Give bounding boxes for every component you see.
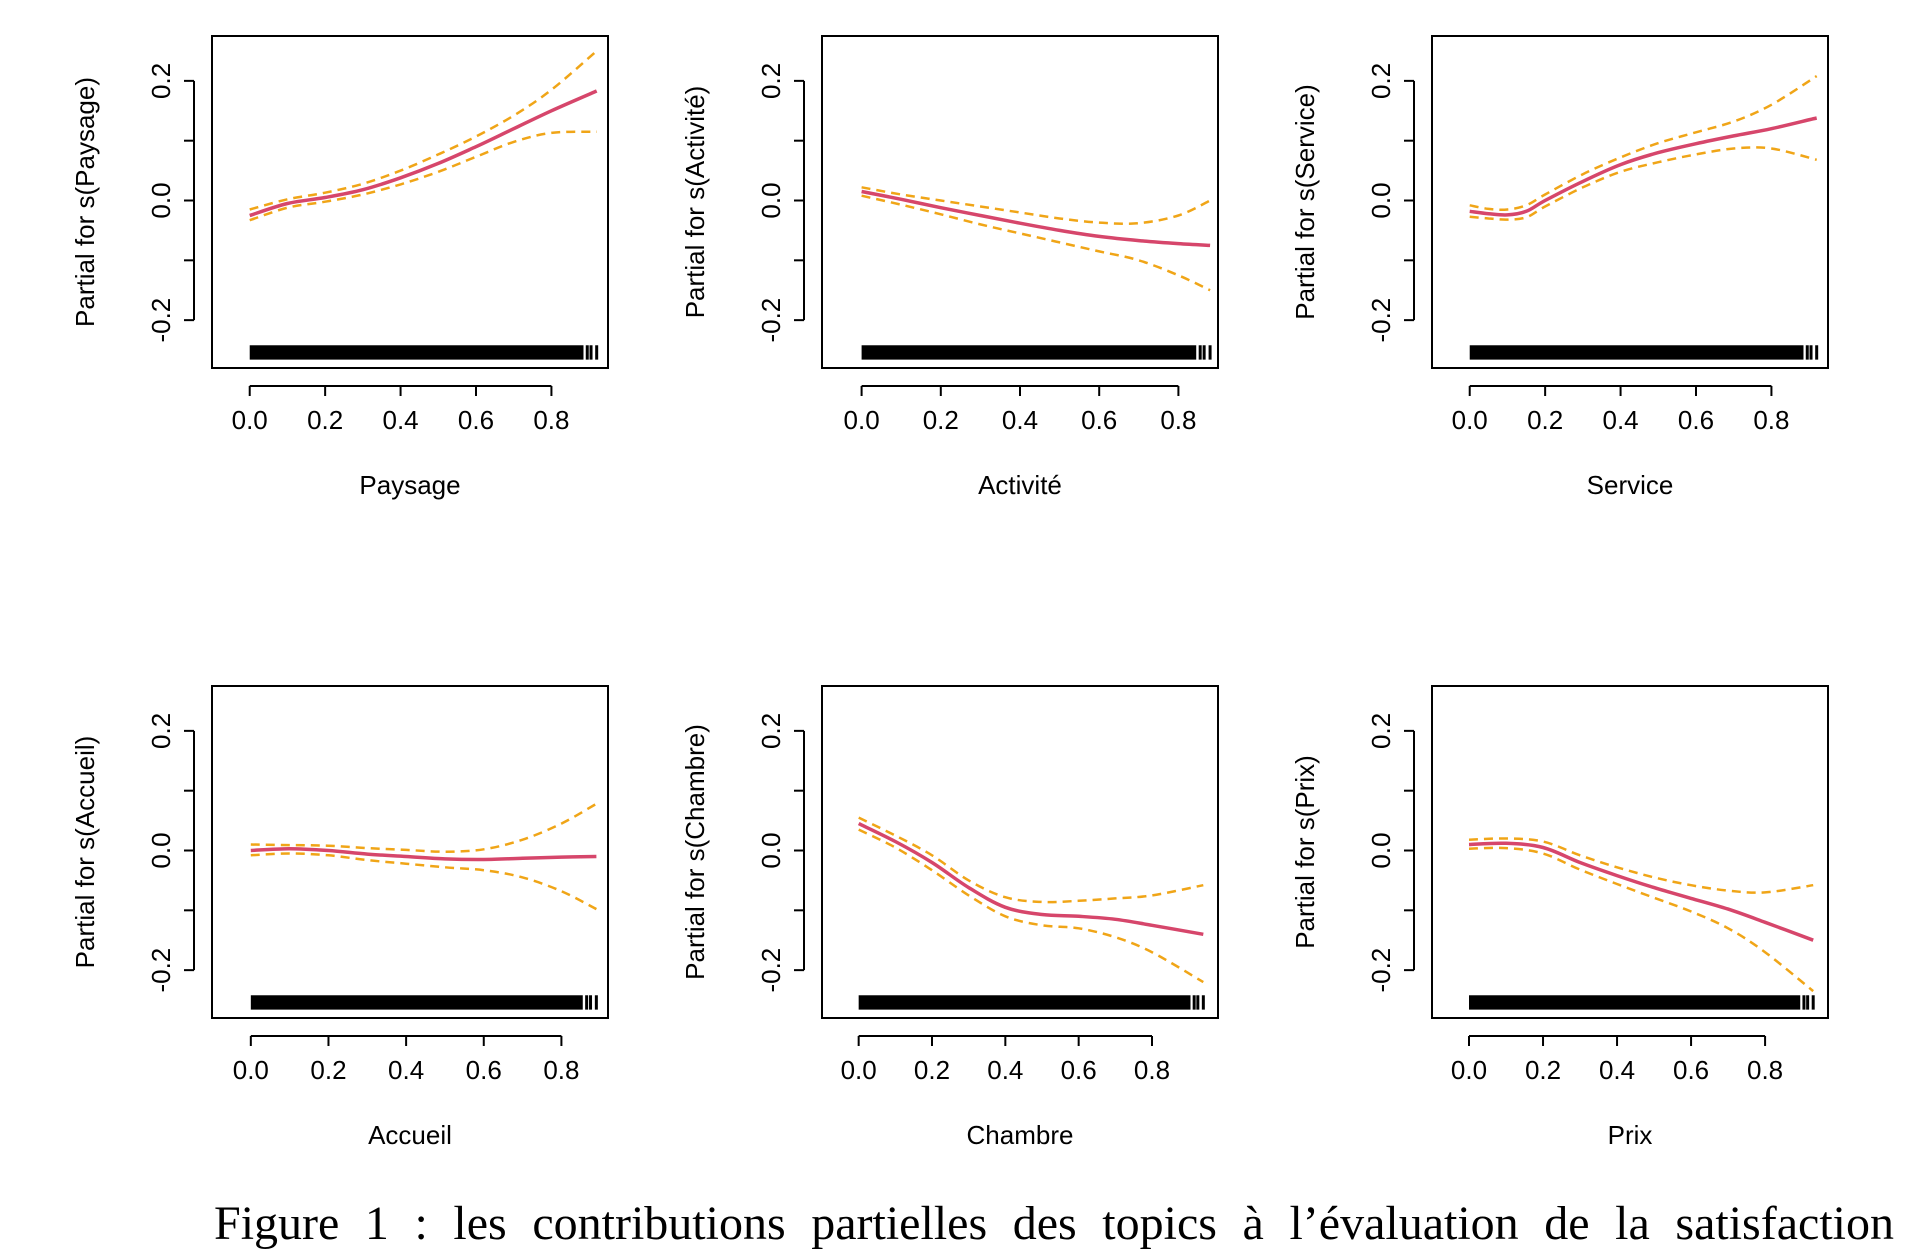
x-tick-label: 0.2 bbox=[310, 1055, 346, 1085]
y-tick-label: 0.0 bbox=[756, 832, 786, 868]
y-tick-label: -0.2 bbox=[756, 298, 786, 343]
y-tick-label: 0.0 bbox=[146, 832, 176, 868]
x-tick-label: 0.6 bbox=[466, 1055, 502, 1085]
x-tick-label: 0.4 bbox=[382, 405, 418, 435]
panel-service: 0.0 0.2 0.4 0.6 0.8 -0.2 0.0 0.2 Service Partial … bbox=[1290, 35, 1829, 500]
ci-upper-line bbox=[1469, 75, 1818, 212]
y-tick-label: 0.2 bbox=[146, 63, 176, 99]
x-tick-label: 0.0 bbox=[841, 1055, 877, 1085]
y-axis-label: Partial for s(Chambre) bbox=[680, 724, 710, 980]
plot-frame bbox=[211, 35, 609, 369]
ci-lower-line bbox=[249, 130, 597, 222]
x-tick-label: 0.4 bbox=[1599, 1055, 1635, 1085]
x-tick-label: 0.2 bbox=[1525, 1055, 1561, 1085]
x-axis-label: Chambre bbox=[967, 1120, 1074, 1150]
fit-line bbox=[249, 89, 598, 218]
ci-upper-line bbox=[861, 186, 1211, 225]
x-tick-label: 0.2 bbox=[923, 405, 959, 435]
ci-upper-line bbox=[1468, 837, 1814, 894]
ci-upper-line bbox=[249, 50, 598, 211]
y-tick-label: -0.2 bbox=[1366, 948, 1396, 993]
y-axis-label: Partial for s(Service) bbox=[1290, 84, 1320, 320]
ci-upper-line bbox=[250, 802, 598, 853]
x-tick-label: 0.4 bbox=[987, 1055, 1023, 1085]
ci-lower-line bbox=[861, 194, 1211, 292]
y-tick-label: 0.2 bbox=[756, 713, 786, 749]
x-tick-label: 0.8 bbox=[1753, 405, 1789, 435]
rug-band bbox=[858, 995, 1191, 1010]
panel-chambre: 0.0 0.2 0.4 0.6 0.8 -0.2 0.0 0.2 Chambre Partial … bbox=[680, 685, 1219, 1150]
x-tick-label: 0.2 bbox=[1527, 405, 1563, 435]
rug-band bbox=[250, 995, 583, 1010]
y-tick-label: 0.2 bbox=[1366, 713, 1396, 749]
x-tick-label: 0.6 bbox=[458, 405, 494, 435]
x-tick-label: 0.8 bbox=[1747, 1055, 1783, 1085]
x-tick-label: 0.2 bbox=[307, 405, 343, 435]
plot-frame bbox=[1431, 35, 1829, 369]
x-tick-label: 0.4 bbox=[388, 1055, 424, 1085]
rug-band bbox=[1469, 995, 1801, 1010]
x-tick-label: 0.0 bbox=[232, 405, 268, 435]
plot-frame bbox=[211, 685, 609, 1019]
y-tick-label: 0.2 bbox=[1366, 63, 1396, 99]
ci-lower-line bbox=[250, 852, 597, 911]
y-axis-label: Partial for s(Activité) bbox=[680, 86, 710, 319]
plot-frame bbox=[1431, 685, 1829, 1019]
y-tick-label: 0.0 bbox=[1366, 182, 1396, 218]
x-axis-label: Prix bbox=[1608, 1120, 1653, 1150]
x-tick-label: 0.6 bbox=[1673, 1055, 1709, 1085]
x-tick-label: 0.6 bbox=[1678, 405, 1714, 435]
fit-line bbox=[1468, 841, 1814, 942]
x-axis-label: Activité bbox=[978, 470, 1062, 500]
panel-accueil: 0.0 0.2 0.4 0.6 0.8 -0.2 0.0 0.2 Accueil Partial … bbox=[70, 685, 609, 1150]
fit-line bbox=[857, 822, 1204, 937]
y-axis-label: Partial for s(Accueil) bbox=[70, 736, 100, 969]
y-tick-label: -0.2 bbox=[1366, 298, 1396, 343]
x-tick-label: 0.4 bbox=[1602, 405, 1638, 435]
figure-caption: Figure 1 : les contributions partielles … bbox=[214, 1197, 1894, 1250]
y-tick-label: 0.2 bbox=[146, 713, 176, 749]
y-axis-label: Partial for s(Paysage) bbox=[70, 77, 100, 327]
x-tick-label: 0.0 bbox=[1452, 405, 1488, 435]
fit-line bbox=[1469, 116, 1818, 217]
x-axis-label: Accueil bbox=[368, 1120, 452, 1150]
y-tick-label: 0.0 bbox=[146, 182, 176, 218]
x-tick-label: 0.8 bbox=[543, 1055, 579, 1085]
y-tick-label: -0.2 bbox=[146, 948, 176, 993]
x-tick-label: 0.8 bbox=[1134, 1055, 1170, 1085]
x-tick-label: 0.8 bbox=[533, 405, 569, 435]
x-tick-label: 0.0 bbox=[844, 405, 880, 435]
ci-lower-line bbox=[1469, 146, 1818, 221]
x-tick-label: 0.6 bbox=[1061, 1055, 1097, 1085]
y-tick-label: 0.0 bbox=[756, 182, 786, 218]
x-tick-label: 0.4 bbox=[1002, 405, 1038, 435]
plot-frame bbox=[821, 685, 1219, 1019]
rug-band bbox=[861, 345, 1197, 360]
y-tick-label: -0.2 bbox=[756, 948, 786, 993]
x-axis-label: Service bbox=[1587, 470, 1674, 500]
fit-line bbox=[250, 846, 597, 862]
y-axis-label: Partial for s(Prix) bbox=[1290, 755, 1320, 949]
y-tick-label: -0.2 bbox=[146, 298, 176, 343]
panel-paysage: 0.0 0.2 0.4 0.6 0.8 -0.2 0.0 0.2 Paysage Partial … bbox=[70, 35, 609, 500]
y-tick-label: 0.0 bbox=[1366, 832, 1396, 868]
fit-line bbox=[861, 189, 1211, 248]
rug-band bbox=[1469, 345, 1804, 360]
figure-panels: 0.0 0.2 0.4 0.6 0.8 -0.2 0.0 0.2 Paysage Partial … bbox=[70, 35, 1829, 1150]
rug-band bbox=[249, 345, 584, 360]
panel-prix: 0.0 0.2 0.4 0.6 0.8 -0.2 0.0 0.2 Prix Partial for… bbox=[1290, 685, 1829, 1150]
ci-upper-line bbox=[858, 816, 1204, 904]
x-tick-label: 0.0 bbox=[233, 1055, 269, 1085]
panel-activit: 0.0 0.2 0.4 0.6 0.8 -0.2 0.0 0.2 Activité Partial… bbox=[680, 35, 1219, 500]
x-tick-label: 0.2 bbox=[914, 1055, 950, 1085]
x-tick-label: 0.8 bbox=[1160, 405, 1196, 435]
plot-frame bbox=[821, 35, 1219, 369]
y-tick-label: 0.2 bbox=[756, 63, 786, 99]
x-tick-label: 0.6 bbox=[1081, 405, 1117, 435]
x-axis-label: Paysage bbox=[359, 470, 460, 500]
ci-lower-line bbox=[858, 828, 1204, 984]
x-tick-label: 0.0 bbox=[1451, 1055, 1487, 1085]
